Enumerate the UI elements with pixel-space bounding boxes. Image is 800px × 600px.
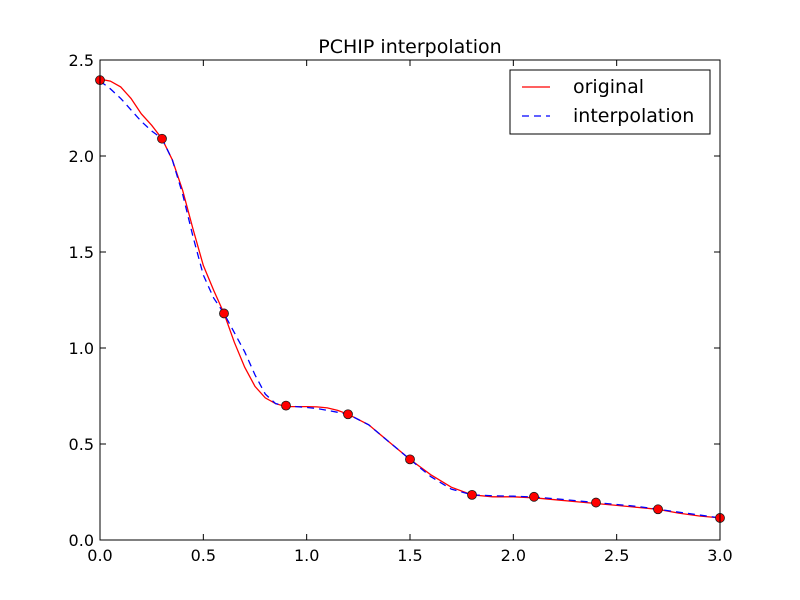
y-tick-label: 0.0 — [69, 531, 94, 550]
x-tick-label: 2.0 — [501, 546, 526, 565]
x-axis-ticks: 0.0 0.5 1.0 1.5 2.0 2.5 3.0 — [87, 60, 733, 565]
data-point — [653, 504, 663, 515]
data-point — [343, 409, 353, 420]
series-line-interpolation — [99, 80, 721, 519]
x-tick-label: 1.5 — [397, 546, 422, 565]
chart-title: PCHIP interpolation — [318, 36, 501, 58]
data-point — [281, 400, 291, 411]
data-point — [591, 497, 601, 508]
y-tick-label: 1.0 — [69, 339, 94, 358]
x-tick-label: 3.0 — [707, 546, 732, 565]
x-tick-label: 0.0 — [87, 546, 112, 565]
data-point — [219, 308, 229, 319]
plot-frame — [99, 59, 721, 541]
legend-label-interpolation: interpolation — [573, 105, 694, 127]
legend-box — [509, 69, 711, 135]
legend-label-original: original — [573, 76, 644, 98]
x-tick-label: 2.5 — [604, 546, 629, 565]
legend: original interpolation — [509, 69, 711, 135]
x-tick-label: 0.5 — [191, 546, 216, 565]
data-point — [467, 489, 477, 500]
x-tick-label: 1.0 — [294, 546, 319, 565]
y-tick-label: 0.5 — [69, 435, 94, 454]
y-tick-label: 2.5 — [69, 51, 94, 70]
data-point — [529, 491, 539, 502]
data-point — [157, 133, 167, 144]
data-point — [405, 454, 415, 465]
y-axis-ticks: 0.0 0.5 1.0 1.5 2.0 2.5 — [69, 51, 720, 550]
series-line-original — [99, 78, 721, 519]
plot-lines — [99, 78, 721, 519]
data-markers — [95, 75, 725, 523]
y-tick-label: 1.5 — [69, 243, 94, 262]
y-tick-label: 2.0 — [69, 147, 94, 166]
